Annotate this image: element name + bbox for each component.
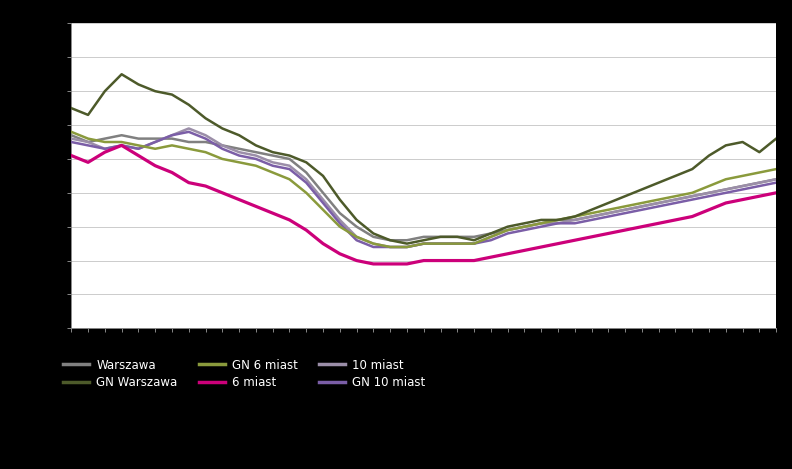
Legend: Warszawa, GN Warszawa, GN 6 miast, 6 miast, 10 miast, GN 10 miast: Warszawa, GN Warszawa, GN 6 miast, 6 mia… [63, 359, 425, 389]
